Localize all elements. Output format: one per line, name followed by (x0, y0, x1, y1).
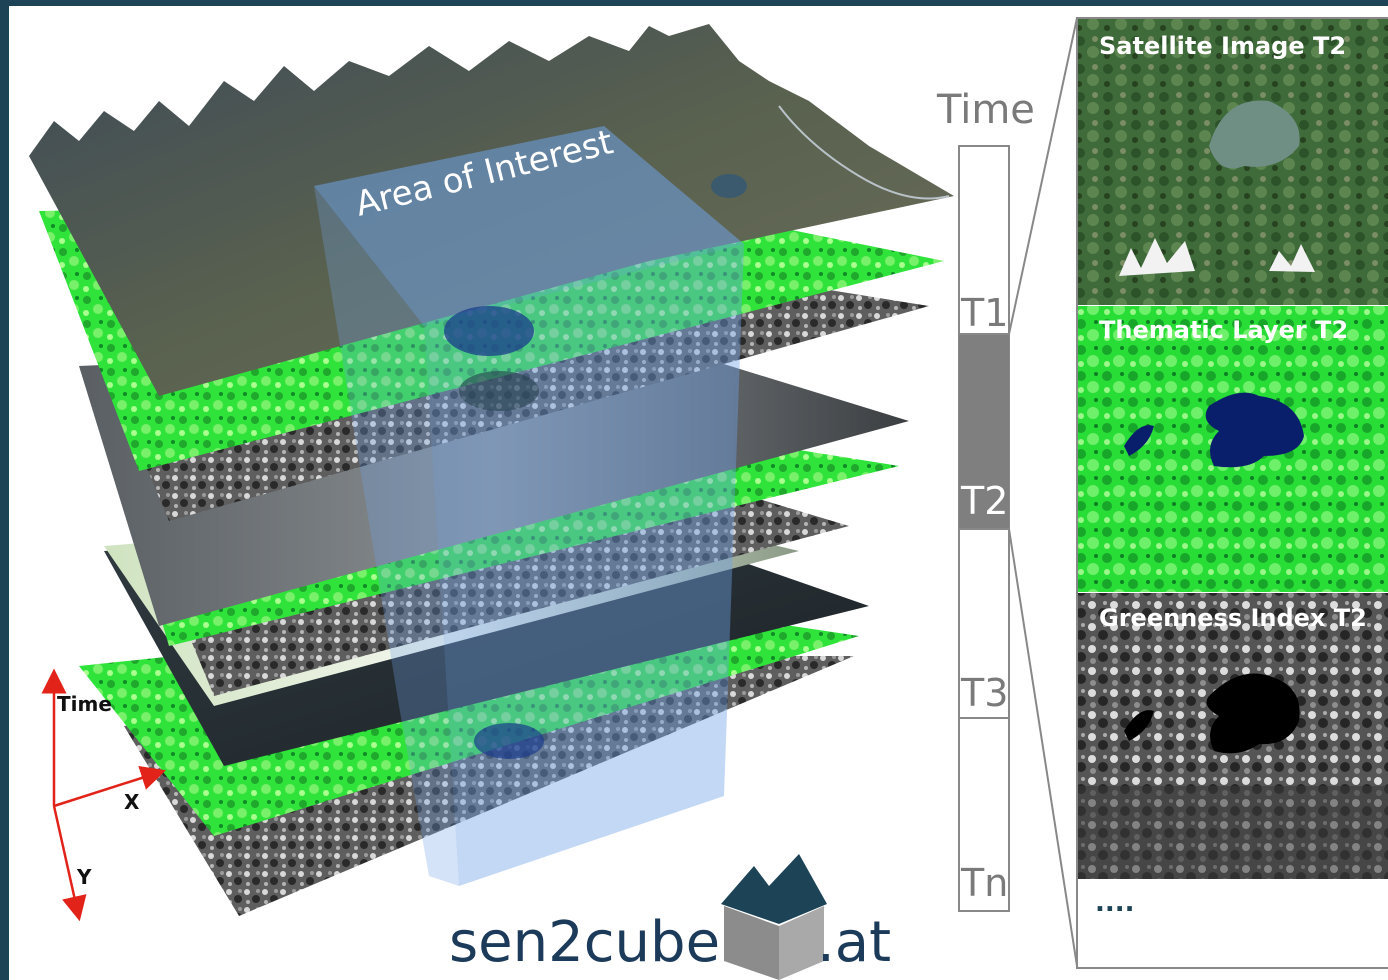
figure-canvas: Area of Interest Time X Y Time T1 T2 T3 … (9, 6, 1388, 980)
timeline-tick-t2: T2 (960, 479, 1008, 523)
greenness-dark-band (1078, 786, 1388, 879)
greenness-label: Greenness Index T2 (1099, 604, 1367, 632)
y-axis-label: Y (76, 865, 92, 889)
lake-layer-1 (444, 306, 534, 356)
sen2cube-logo: sen2cube .at (449, 854, 891, 980)
t2-detail-panels: Satellite Image T2 Thematic Layer T2 Gre… (1076, 17, 1388, 969)
satellite-lake (1209, 100, 1300, 169)
thematic-lake-small (1124, 425, 1154, 456)
area-of-interest-column: Area of Interest (314, 122, 744, 886)
thematic-lake (1205, 392, 1304, 468)
axes-indicator: Time X Y (41, 668, 166, 922)
greenness-lake-small (1124, 710, 1154, 741)
satellite-label: Satellite Image T2 (1099, 32, 1346, 60)
aoi-top-face (314, 126, 744, 326)
x-axis-label: X (124, 790, 140, 814)
lake-layer-2 (459, 371, 539, 411)
greenness-lake (1206, 673, 1300, 754)
logo-text-left: sen2cube (449, 910, 720, 975)
thematic-label: Thematic Layer T2 (1099, 316, 1348, 344)
lake-layer-3 (474, 723, 544, 759)
x-axis (53, 765, 166, 808)
timeline-title: Time (936, 87, 1035, 133)
time-axis-label: Time (57, 692, 112, 716)
aoi-side-face (314, 186, 459, 886)
more-panels-ellipsis: .... (1095, 888, 1135, 918)
satellite-snow (1119, 238, 1315, 276)
cube-diagram: Area of Interest Time X Y Time T1 T2 T3 … (29, 17, 1388, 980)
timeline-tick-t1: T1 (960, 291, 1008, 335)
timeline: Time T1 T2 T3 Tn (936, 17, 1078, 967)
river-terrain (778, 105, 950, 200)
timeline-tick-t3: T3 (960, 671, 1008, 715)
zoom-line-bottom (1008, 528, 1078, 967)
timeline-t2-segment (959, 334, 1009, 529)
logo-cube-right-face (779, 906, 824, 980)
logo-roof (721, 854, 827, 924)
y-axis (52, 805, 87, 922)
zoom-line-top (1008, 17, 1078, 335)
timeline-tick-tn: Tn (960, 861, 1008, 905)
layer-stack (29, 24, 954, 916)
logo-text-right: .at (817, 910, 891, 975)
logo-cube-left-face (724, 906, 779, 980)
lake-terrain (711, 174, 747, 198)
